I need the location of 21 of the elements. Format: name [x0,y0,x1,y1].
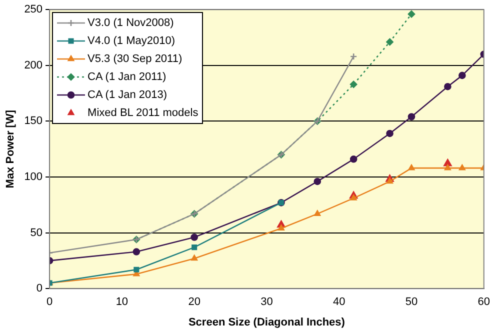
y-tick-label: 150 [24,115,43,128]
y-axis-title: Max Power [W] [4,110,17,188]
x-tick-label: 30 [260,296,273,308]
legend-label: V4.0 (1 May2010) [88,34,175,49]
legend-label: V5.3 (30 Sep 2011) [88,52,182,67]
x-tick-label: 0 [46,296,53,308]
x-tick-label: 40 [332,296,346,308]
legend-label: Mixed BL 2011 models [88,106,198,121]
y-tick-label: 200 [24,59,43,72]
x-tick-label: 50 [405,296,418,308]
y-tick-label: 50 [30,226,43,239]
legend-label: V3.0 (1 Nov2008) [88,16,174,31]
y-tick-label: 0 [36,282,43,295]
x-tick-label: 20 [188,296,200,308]
x-tick-label: 10 [116,296,128,308]
legend-label: CA (1 Jan 2013) [88,88,168,103]
x-tick-label: 60 [478,296,490,308]
y-tick-label: 100 [24,171,43,184]
legend-label: CA (1 Jan 2011) [88,70,166,85]
x-axis-title: Screen Size (Diagonal Inches) [188,316,346,328]
y-tick-label: 250 [24,4,43,16]
